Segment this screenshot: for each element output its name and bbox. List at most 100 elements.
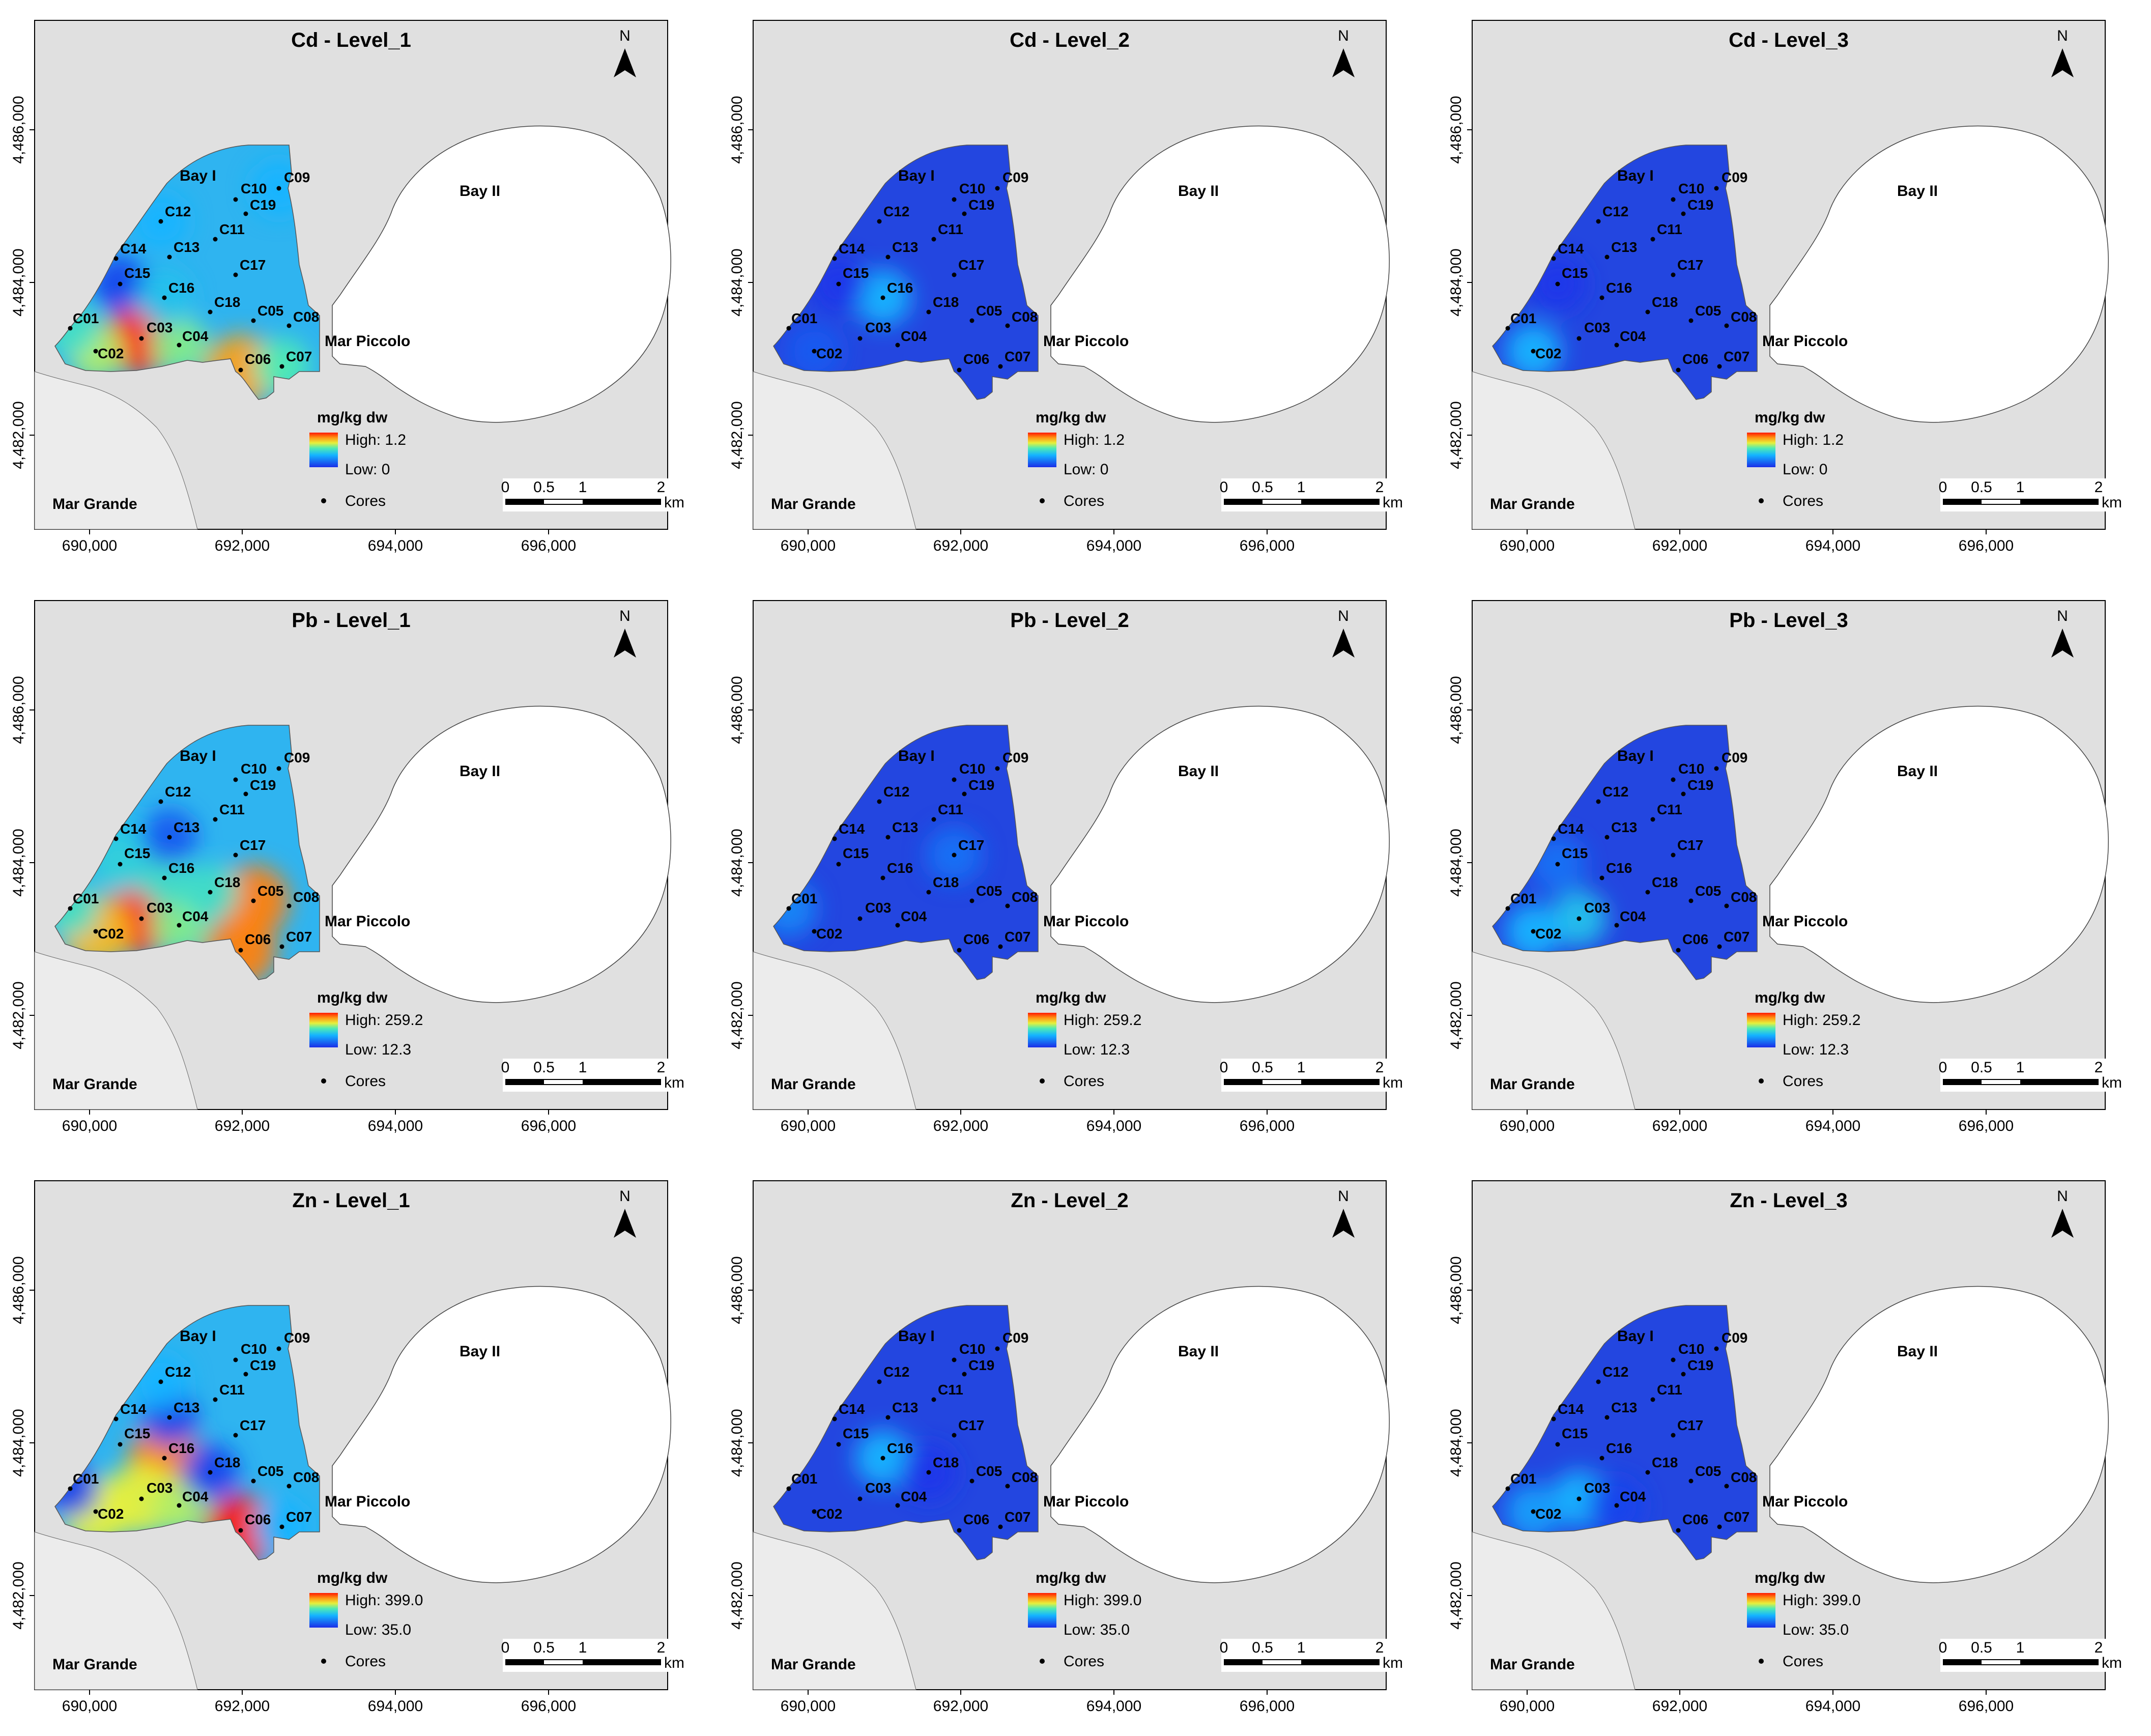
core-label: C07	[1005, 1509, 1030, 1525]
mar-grande-label: Mar Grande	[1490, 1656, 1575, 1673]
north-arrow: N	[614, 1188, 636, 1238]
core-point	[1645, 309, 1650, 315]
core-label: C03	[1584, 1480, 1610, 1496]
bay-i-label: Bay I	[898, 748, 935, 764]
bay-ii-label: Bay II	[1897, 1343, 1938, 1360]
core-point	[1671, 777, 1676, 782]
core-point	[995, 186, 1000, 191]
scale-bar: 0 0.5 1 2km	[501, 1639, 687, 1672]
core-label: C11	[938, 802, 963, 817]
map-panel-pb-level-3: C01 C02 C03 C04 C05 C06 C07 C08 C09 C10 C11 C12 C13 C…	[1448, 600, 2125, 1134]
core-point	[1599, 875, 1604, 880]
core-point	[832, 836, 837, 841]
scale-label: 0	[501, 479, 510, 496]
bay-ii-water	[1769, 705, 2109, 1003]
core-point	[213, 817, 218, 822]
core-label: C19	[250, 777, 276, 793]
scale-label: 2	[2095, 1639, 2103, 1656]
legend: mg/kg dw High: 399.0 Low: 35.0 Cores	[1747, 1570, 1860, 1670]
core-point	[139, 336, 144, 341]
core-label: C11	[219, 221, 245, 237]
scale-unit: km	[664, 494, 684, 511]
y-tick-label: 4,482,000	[1448, 981, 1465, 1049]
mar-grande-coast	[753, 371, 916, 530]
bay-i-label: Bay I	[898, 167, 935, 184]
core-point	[880, 295, 885, 300]
core-point	[880, 1456, 885, 1461]
scale-label: 2	[657, 479, 666, 496]
core-label: C13	[1611, 1400, 1637, 1415]
core-point	[1604, 1415, 1610, 1420]
core-label: C11	[1657, 221, 1682, 237]
legend-core-symbol	[321, 498, 326, 503]
core-label: C17	[958, 257, 984, 273]
core-label: C19	[968, 197, 994, 213]
core-label: C02	[816, 926, 842, 942]
core-point	[952, 197, 957, 202]
x-tick-label: 690,000	[781, 1118, 836, 1134]
north-label: N	[619, 608, 630, 624]
core-point	[167, 1415, 172, 1420]
core-point	[279, 944, 284, 949]
core-label: C12	[1602, 1364, 1628, 1380]
scale-unit: km	[2102, 494, 2122, 511]
x-tick-label: 694,000	[1805, 1118, 1860, 1134]
bay-ii-label: Bay II	[1897, 763, 1938, 780]
legend-color-ramp	[309, 1593, 338, 1628]
core-point	[1681, 211, 1686, 216]
core-label: C09	[284, 750, 310, 765]
mar-grande-label: Mar Grande	[771, 1076, 856, 1093]
core-point	[167, 254, 172, 260]
core-label: C12	[165, 784, 191, 800]
legend-unit: mg/kg dw	[1036, 1570, 1106, 1586]
core-point	[877, 799, 882, 804]
scale-label: 0.5	[1971, 1639, 1992, 1656]
core-label: C08	[1012, 1469, 1038, 1485]
core-label: C13	[1611, 819, 1637, 835]
core-point	[1576, 916, 1582, 921]
core-point	[877, 219, 882, 224]
core-label: C14	[839, 821, 865, 837]
north-label: N	[2057, 27, 2068, 44]
core-label: C18	[933, 294, 959, 310]
core-point	[276, 1346, 281, 1351]
core-point	[162, 875, 167, 880]
scale-label: 0	[1939, 1059, 1947, 1076]
bay-ii-label: Bay II	[460, 1343, 500, 1360]
core-point	[208, 309, 213, 315]
core-point	[1650, 1397, 1655, 1402]
core-point	[1681, 791, 1686, 796]
core-label: C02	[98, 1506, 124, 1522]
bay-i-label: Bay I	[1617, 1328, 1654, 1345]
core-label: C10	[959, 181, 985, 196]
north-label: N	[619, 1188, 630, 1205]
mar-grande-coast	[753, 951, 916, 1110]
core-label: C04	[1620, 328, 1646, 344]
core-point	[1724, 323, 1729, 328]
core-label: C14	[839, 1401, 865, 1417]
core-label: C17	[240, 257, 266, 273]
x-tick-label: 696,000	[1959, 537, 2014, 554]
core-point	[243, 1372, 248, 1377]
core-point	[926, 890, 931, 895]
legend-core-symbol	[321, 1659, 326, 1664]
x-tick-label: 692,000	[1652, 537, 1707, 554]
bay-i-label: Bay I	[180, 748, 216, 764]
core-point	[177, 343, 182, 348]
scale-unit: km	[2102, 1074, 2122, 1091]
core-label: C04	[1620, 908, 1646, 924]
scale-label: 0.5	[1971, 479, 1992, 496]
core-label: C15	[1562, 1426, 1588, 1441]
core-point	[68, 326, 73, 331]
core-point	[1531, 929, 1536, 934]
x-tick-label: 696,000	[521, 537, 576, 554]
core-point	[251, 898, 256, 903]
core-label: C15	[843, 845, 869, 861]
core-point	[158, 219, 163, 224]
core-point	[1551, 1416, 1556, 1421]
panel-title: Zn - Level_3	[1730, 1189, 1847, 1212]
legend: mg/kg dw High: 259.2 Low: 12.3 Cores	[1747, 989, 1860, 1090]
mar-grande-coast	[34, 1531, 198, 1690]
legend-unit: mg/kg dw	[317, 989, 388, 1006]
core-label: C05	[257, 883, 283, 899]
